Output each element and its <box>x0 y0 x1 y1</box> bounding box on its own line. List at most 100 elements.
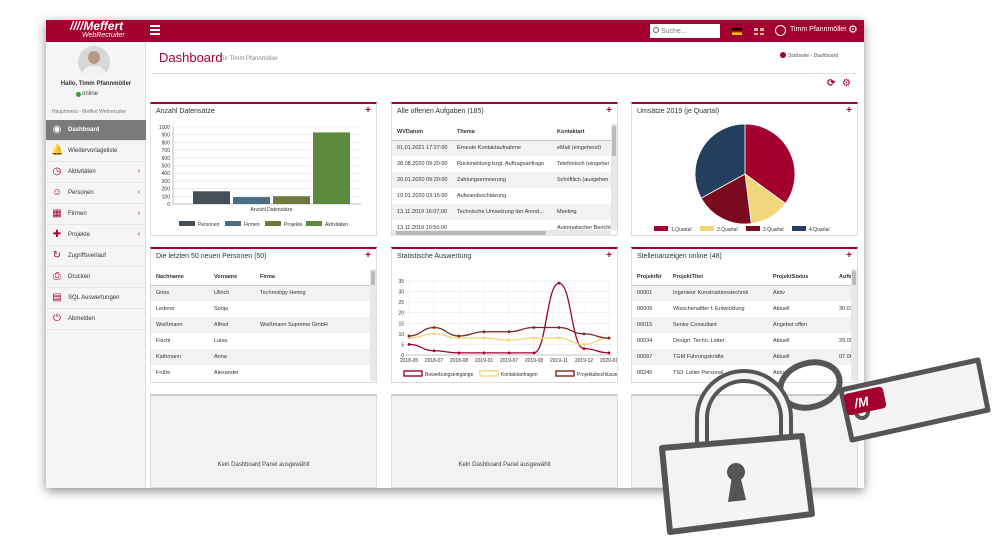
vertical-scrollbar[interactable] <box>851 269 857 381</box>
expand-icon[interactable]: + <box>606 250 612 261</box>
table-cell: eMail (eingehend) <box>552 140 611 156</box>
table-row[interactable]: 00001 Ingenieur Konstruktionstechnik Aktiv <box>632 285 851 301</box>
data-point <box>507 330 511 334</box>
table-cell: Frühe <box>156 370 171 376</box>
app-window: ////Meffert WebRecruiter Timm Pfannmölle… <box>46 20 864 488</box>
chevron-left-icon: ‹ <box>137 189 140 196</box>
table-row[interactable]: 28.08.2020 09:20:00 Rückmeldung bzgl. Auf… <box>392 156 611 172</box>
column-header[interactable]: ProjektStatus <box>768 269 834 286</box>
sidebar-item-label: Aktivitäten <box>68 169 96 175</box>
table-row[interactable]: 00034 Design: Techn. Leiter Aktuell 29.05 <box>632 333 851 349</box>
sidebar-item-aktivitäten[interactable]: ◷ Aktivitäten ‹ <box>46 162 146 183</box>
column-header[interactable]: ProjektNr <box>632 269 668 286</box>
sidebar-item-firmen[interactable]: ▦ Firmen ‹ <box>46 204 146 225</box>
refresh-icon[interactable]: ⟳ <box>827 78 836 89</box>
sidebar-item-drucken[interactable]: ⎙ Drucken <box>46 267 146 288</box>
expand-icon[interactable]: + <box>846 105 852 116</box>
table-row[interactable]: 00015 Senior Consultant Angebot offen <box>632 317 851 333</box>
column-header[interactable]: Vorname <box>209 269 255 286</box>
table-cell: 19.01.2020 03:15:00 <box>397 193 448 199</box>
panel-title: Statistische Auswertung <box>397 253 472 260</box>
expand-icon[interactable]: + <box>365 105 371 116</box>
table-cell: Gries <box>151 285 209 301</box>
vertical-scrollbar[interactable] <box>611 124 617 230</box>
print-icon: ⎙ <box>53 271 61 282</box>
pie-chart: 1.Quartal 2.Quartal 3.Quartal 4.Quartal <box>654 123 830 233</box>
legend-swatch <box>265 221 281 226</box>
sidebar-item-personen[interactable]: ☺ Personen ‹ <box>46 183 146 204</box>
table-row[interactable]: 00245 TS3: Leiter Personal Aktuell <box>632 365 851 381</box>
bell-icon: 🔔 <box>51 145 64 156</box>
column-header[interactable]: Kontaktart <box>552 124 611 141</box>
sidebar-item-dashboard[interactable]: ◉ Dashboard <box>46 120 146 141</box>
data-point <box>532 336 536 340</box>
y-tick-label: 700 <box>162 148 171 154</box>
breadcrumb-home[interactable]: Startseite <box>788 53 810 59</box>
sidebar-item-zugriffsverlauf[interactable]: ↻ Zugriffsverlauf <box>46 246 146 267</box>
table-row[interactable]: 13.11.2019 10:50:00 Automatischer Bericht <box>392 220 611 236</box>
sidebar-item-abmelden[interactable]: ⏻ Abmelden <box>46 309 146 330</box>
expand-icon[interactable]: + <box>846 250 852 261</box>
pie-slice-4-quartal <box>694 123 746 199</box>
sidebar-item-sql-auswertungen[interactable]: ▤ SQL Auswertungen <box>46 288 146 309</box>
table-row[interactable]: Gries Ullrich Technology Hering <box>151 285 370 301</box>
y-tick-label: 15 <box>398 321 404 327</box>
table-cell: 00097 <box>632 349 668 365</box>
table-row[interactable]: Kathmann Anna <box>151 349 370 365</box>
table-row[interactable]: Fischl Luisa <box>151 333 370 349</box>
series-line-bewerbungseingänge <box>408 282 610 354</box>
sidebar-item-wiedervorlageliste[interactable]: 🔔 Wiedervorlageliste <box>46 141 146 162</box>
y-tick-label: 20 <box>398 311 404 317</box>
user-icon[interactable] <box>775 25 786 36</box>
settings-icon[interactable]: ⚙ <box>848 24 858 36</box>
logo-line2: WebRecruiter <box>82 32 125 39</box>
table-cell: 01.01.2021 17:27:00 <box>392 140 452 156</box>
data-point <box>482 330 486 334</box>
puzzle-icon: ✚ <box>52 229 62 240</box>
home-icon[interactable] <box>780 52 786 58</box>
people-icon: ☺ <box>51 187 63 198</box>
chevron-left-icon: ‹ <box>137 210 140 217</box>
panel-datensaetze: Anzahl Datensätze + 0 100 200 300 400 500 600 7… <box>150 102 377 236</box>
vertical-scrollbar[interactable] <box>370 269 376 381</box>
sidebar-item-projekte[interactable]: ✚ Projekte ‹ <box>46 225 146 246</box>
sidebar: Hallo, Timm Pfannmöller online Hauptmenü… <box>46 42 146 488</box>
table-row[interactable]: 20.01.2020 09:20:00 Zahlungserinnerung Sch… <box>392 172 611 188</box>
menu-toggle-icon[interactable] <box>150 25 160 35</box>
column-header[interactable]: ProjektTitel <box>668 269 768 286</box>
user-name[interactable]: Timm Pfannmöller <box>790 26 847 33</box>
table-cell: TS3: Leiter Personal <box>673 370 724 376</box>
logo[interactable]: ////Meffert WebRecruiter <box>70 20 150 40</box>
chevron-left-icon: ‹ <box>137 168 140 175</box>
cog-icon[interactable]: ⚙ <box>842 78 851 89</box>
search-input[interactable] <box>650 24 720 38</box>
table-row[interactable]: 19.01.2020 03:15:00 Aufwandsschätzung <box>392 188 611 204</box>
table-row[interactable]: 00005 Wisschenaftler f. Entwicklung Aktuel… <box>632 301 851 317</box>
horizontal-scrollbar[interactable] <box>392 230 611 236</box>
sidebar-nav: ◉ Dashboard 🔔 Wiedervorlageliste ◷ Aktivitäte… <box>46 120 146 330</box>
expand-icon[interactable]: + <box>365 250 371 261</box>
table-cell: Automatischer Bericht <box>557 225 611 231</box>
expand-icon[interactable]: + <box>606 105 612 116</box>
flag-german-icon[interactable] <box>732 28 742 35</box>
column-header[interactable]: Aufträ <box>834 269 851 286</box>
column-header[interactable]: WVDatum <box>392 124 452 141</box>
table-row[interactable]: 13.11.2019 16:07:00 Technische Umsetzung … <box>392 204 611 220</box>
table-cell: Aufwandsschätzung <box>457 193 507 199</box>
column-header[interactable]: Firma <box>255 269 370 286</box>
table-cell: 00005 <box>637 306 653 312</box>
table-cell <box>255 365 370 381</box>
table-row[interactable]: Frühe Alexander <box>151 365 370 381</box>
flag-english-icon[interactable] <box>754 28 764 35</box>
table-cell: Rückmeldung bzgl. Auftragsanfrage <box>457 161 545 167</box>
table-row[interactable]: 01.01.2021 17:27:00 Erneute Kontaktaufnah… <box>392 140 611 156</box>
online-status-icon <box>76 92 81 97</box>
sidebar-item-label: Drucken <box>68 274 91 280</box>
table-row[interactable]: Lederer Sonja <box>151 301 370 317</box>
column-header[interactable]: Thema <box>452 124 552 141</box>
table-row[interactable]: Weißmann Alfred Weißmann Supreme GmbH <box>151 317 370 333</box>
column-header[interactable]: Nachname <box>151 269 209 286</box>
table-cell: Telefonisch (eingeher <box>557 161 610 167</box>
panel-title: Alle offenen Aufgaben (185) <box>397 108 484 115</box>
